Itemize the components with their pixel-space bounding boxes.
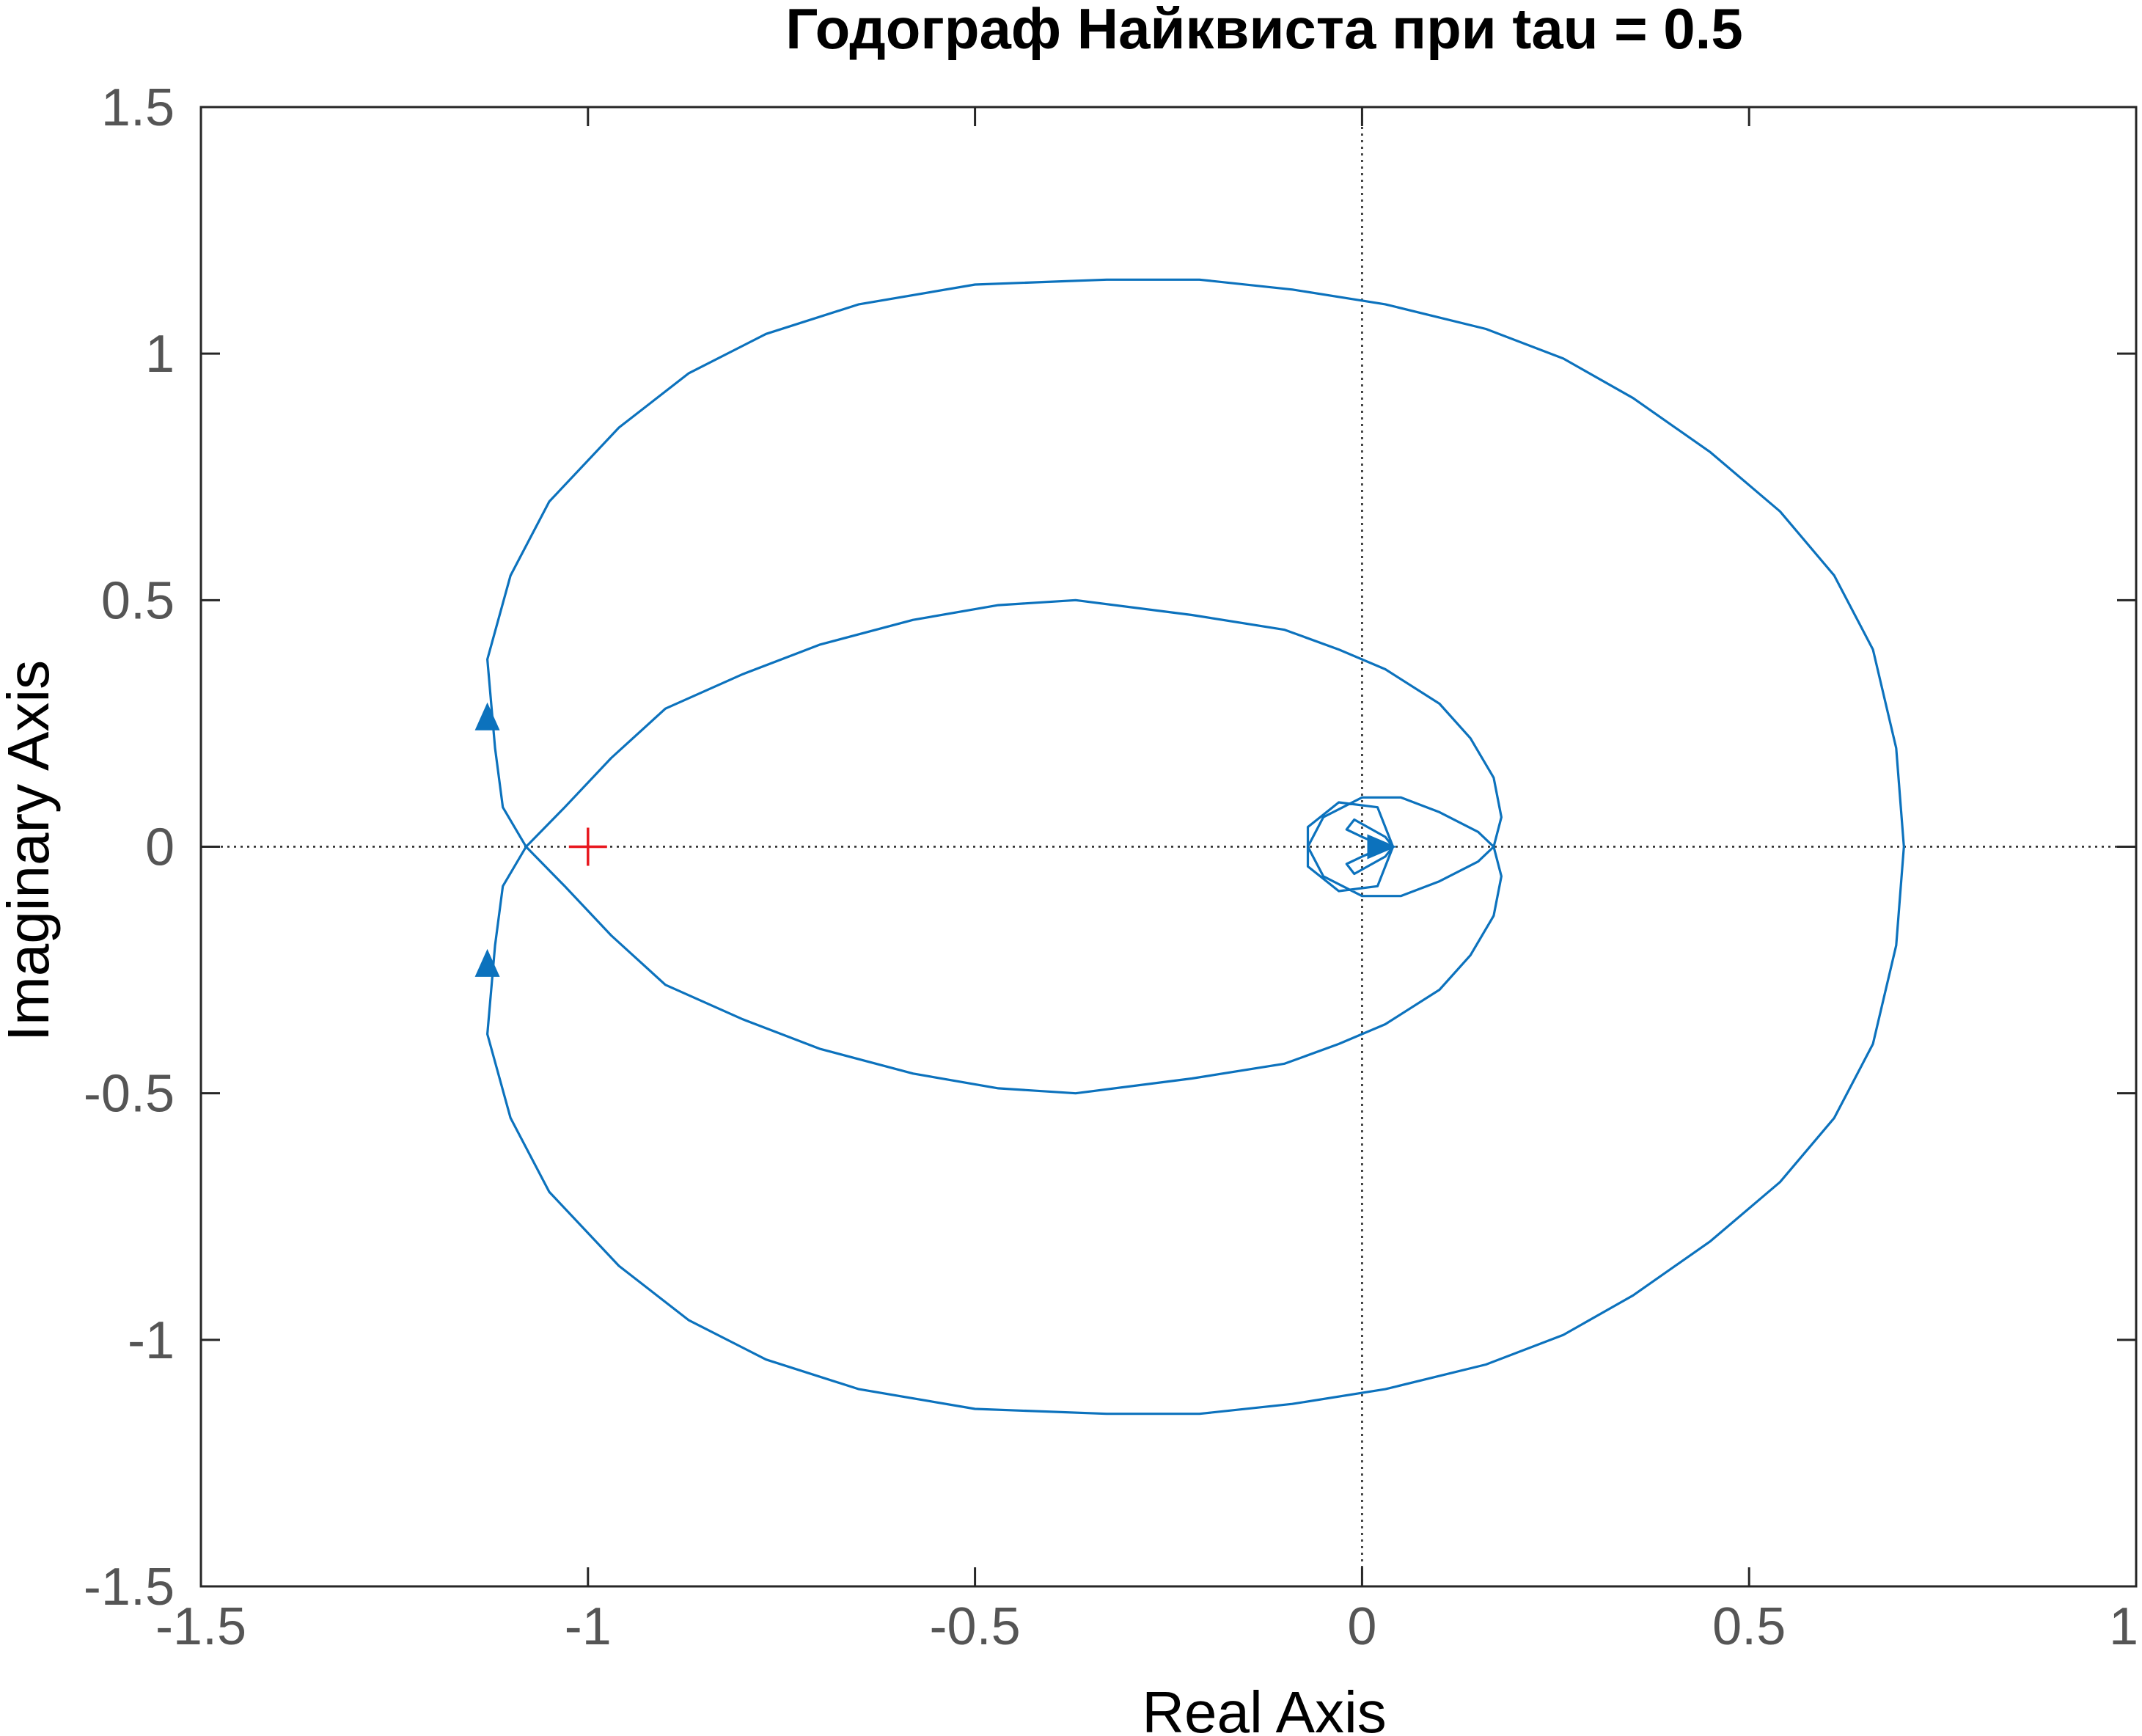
- x-tick-labels: -1.5 -1 -0.5 0 0.5 1: [155, 1597, 2138, 1656]
- x-axis-label: Real Axis: [1142, 1680, 1386, 1736]
- nyquist-curves: [486, 278, 1905, 1415]
- direction-arrow: [474, 702, 500, 730]
- y-tick-label: -1: [128, 1311, 175, 1370]
- plot-area: [199, 106, 2138, 1588]
- critical-point-marker: [568, 827, 607, 866]
- y-tick-label: 0: [145, 818, 175, 877]
- x-tick-label: -1: [565, 1597, 612, 1656]
- x-tick-label: 0.5: [1712, 1597, 1786, 1656]
- reference-lines: [201, 107, 2136, 1586]
- x-tick-label: -1.5: [155, 1597, 246, 1656]
- y-tick-label: 0.5: [101, 571, 175, 630]
- y-tick-label: 1: [145, 325, 175, 384]
- critical-point-group: [568, 827, 607, 866]
- direction-arrow: [474, 948, 500, 977]
- axis-ticks: [199, 106, 2138, 1588]
- y-tick-label: -0.5: [84, 1065, 175, 1124]
- direction-arrow: [1367, 834, 1397, 860]
- x-tick-label: 1: [2109, 1597, 2138, 1656]
- y-tick-label: -1.5: [84, 1558, 175, 1616]
- direction-arrows: [474, 702, 1397, 977]
- x-tick-label: -0.5: [930, 1597, 1021, 1656]
- y-tick-label: 1.5: [101, 78, 175, 137]
- y-axis-label: Imaginary Axis: [0, 660, 61, 1041]
- nyquist-curve: [486, 278, 1905, 1415]
- plot-background: [201, 107, 2136, 1586]
- x-tick-label: 0: [1347, 1597, 1376, 1656]
- chart-title: Годограф Найквиста при tau = 0.5: [785, 0, 1742, 61]
- y-tick-labels: -1.5 -1 -0.5 0 0.5 1 1.5: [84, 78, 175, 1616]
